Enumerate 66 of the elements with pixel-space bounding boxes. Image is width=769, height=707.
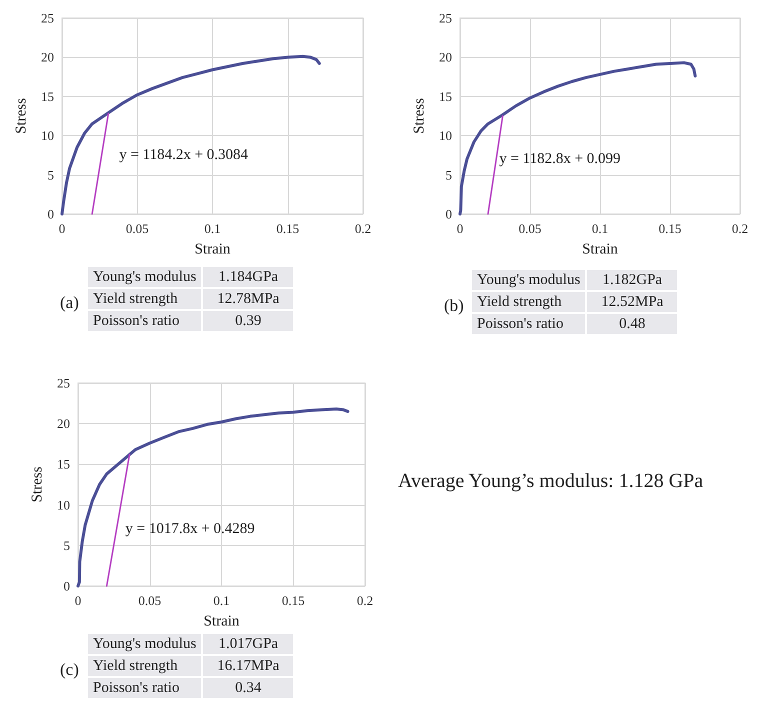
text: 0.39 [203, 311, 294, 331]
y-tick-label: 0 [64, 578, 70, 594]
x-tick-label: 0.2 [732, 221, 748, 236]
text: Yield strength [88, 656, 202, 676]
y-tick-label: 15 [41, 88, 54, 104]
text: 1.017GPa [203, 634, 294, 654]
text: 1.182GPa [587, 270, 678, 290]
line-series [60, 54, 321, 216]
y-tick-label: 5 [48, 167, 54, 182]
text: (b) [444, 296, 464, 316]
y-tick-label: 20 [439, 50, 452, 65]
text: Poisson's ratio [88, 311, 202, 331]
text: Young's modulus [88, 634, 202, 654]
x-tick-label: 0.15 [276, 221, 300, 236]
text: Yield strength [88, 289, 202, 309]
annotation: y = 1017.8x + 0.4289 [125, 521, 255, 538]
text: 0.48 [587, 314, 678, 334]
annotation: y = 1184.2x + 0.3084 [119, 147, 249, 164]
text: (c) [60, 660, 79, 680]
y-axis-title: Stress [14, 98, 30, 134]
annotation: y = 1182.8x + 0.099 [499, 151, 621, 168]
line-series [458, 61, 697, 216]
y-tick-label: 0 [48, 206, 54, 222]
x-axis-title: Strain [194, 242, 231, 258]
text: Yield strength [472, 292, 586, 312]
x-tick-label: 0.15 [658, 221, 682, 236]
y-tick-label: 10 [41, 128, 54, 144]
y-tick-label: 10 [439, 128, 452, 144]
y-tick-label: 20 [57, 416, 70, 432]
x-tick-label: 0.05 [518, 221, 542, 236]
line-series [76, 407, 350, 588]
y-tick-label: 25 [57, 376, 70, 390]
y-tick-label: 20 [41, 50, 54, 65]
text: 16.17MPa [203, 656, 294, 676]
x-tick-label: 0.1 [213, 593, 230, 608]
y-tick-label: 5 [64, 538, 70, 553]
x-tick-label: 0 [456, 221, 464, 236]
y-tick-label: 10 [57, 497, 70, 512]
y-tick-label: 5 [446, 167, 452, 182]
x-tick-label: 0.2 [354, 221, 372, 236]
x-tick-label: 0 [74, 593, 82, 608]
text: Poisson's ratio [472, 314, 586, 334]
x-tick-label: 0.1 [204, 221, 221, 236]
y-tick-label: 15 [439, 88, 452, 104]
text: (a) [60, 293, 79, 313]
x-axis-title: Strain [204, 614, 240, 630]
y-tick-label: 15 [57, 456, 70, 472]
x-axis-title: Strain [582, 242, 618, 258]
text: Poisson's ratio [88, 678, 202, 698]
text: 12.78MPa [203, 289, 294, 309]
text: Average Young’s modulus: 1.128 GPa [398, 470, 704, 493]
text: Young's modulus [472, 270, 586, 290]
x-tick-label: 0.2 [356, 593, 374, 608]
text: 0.34 [203, 678, 294, 698]
y-axis-title: Stress [30, 466, 46, 502]
text: 1.184GPa [203, 267, 294, 287]
x-tick-label: 0.05 [138, 593, 162, 608]
text: 12.52MPa [587, 292, 678, 312]
y-axis-title: Stress [412, 98, 428, 134]
y-tick-label: 0 [446, 206, 452, 222]
text: Young's modulus [88, 267, 202, 287]
x-tick-label: 0.05 [126, 221, 149, 236]
x-tick-label: 0.15 [282, 593, 305, 608]
y-tick-label: 25 [41, 10, 54, 26]
y-tick-label: 25 [439, 10, 452, 26]
x-tick-label: 0.1 [592, 221, 608, 236]
